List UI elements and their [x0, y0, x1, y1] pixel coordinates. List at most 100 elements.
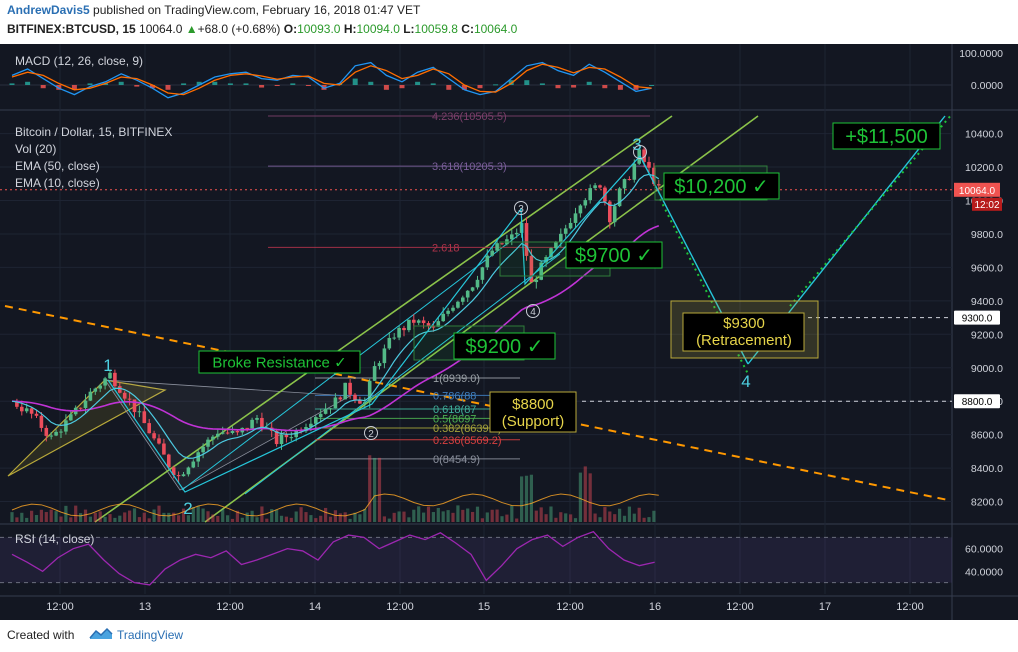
volume-bar: [279, 515, 284, 522]
volume-bar: [98, 511, 102, 522]
volume-bar: [446, 510, 450, 522]
candle-body: [78, 407, 83, 409]
volume-bar: [240, 517, 244, 522]
macd-histogram-bar: [243, 83, 249, 85]
volume-bar: [25, 517, 29, 522]
candle-body: [279, 434, 284, 445]
tradingview-link[interactable]: TradingView: [117, 628, 184, 642]
macd-title: MACD (12, 26, close, 9): [15, 54, 143, 68]
x-tick-label: 12:00: [726, 601, 754, 613]
macd-histogram-bar: [461, 85, 467, 90]
x-tick-label: 12:00: [216, 601, 244, 613]
volume-bar: [59, 516, 63, 522]
macd-histogram-bar: [9, 83, 15, 85]
retracement-box: [682, 312, 805, 352]
macd-histogram-bar: [71, 85, 77, 90]
candle-body: [137, 411, 142, 413]
volume-bar: [480, 518, 484, 522]
volume-bar: [284, 516, 288, 522]
volume-bar: [368, 455, 372, 522]
volume-bar: [211, 514, 215, 522]
high-value: 10094.0: [356, 22, 400, 36]
close-value: 10064.0: [473, 22, 518, 36]
volume-bar: [226, 515, 230, 522]
volume-bar: [245, 512, 249, 522]
countdown-badge-bg: [972, 197, 1002, 211]
low-label: L:: [403, 22, 415, 36]
macd-histogram-bar: [586, 81, 592, 85]
candle-body: [622, 179, 627, 189]
x-tick-label: 16: [649, 601, 661, 613]
volume-bar: [377, 457, 382, 522]
candle-body: [176, 475, 181, 477]
fib-level-label: 3.618(10205.3): [432, 161, 507, 173]
candle-body: [225, 432, 230, 434]
countdown-badge: 12:02: [974, 200, 999, 211]
volume-bar: [79, 513, 83, 522]
volume-bar: [348, 518, 352, 522]
volume-bar: [490, 509, 494, 522]
macd-histogram-bar: [118, 81, 124, 85]
high-label: H:: [343, 22, 357, 36]
annotation-box: [453, 332, 556, 360]
volume-bar: [520, 476, 524, 522]
macd-histogram-bar: [87, 83, 93, 85]
candle-body: [563, 228, 568, 234]
volume-bar: [510, 505, 514, 522]
candle-body: [627, 179, 632, 181]
annotation-label: $10,200 ✓: [674, 176, 769, 198]
volume-bar: [622, 515, 627, 522]
x-tick-label: 12:00: [46, 601, 74, 613]
macd-histogram-bar: [259, 85, 265, 88]
retracement-label: (Retracement): [696, 332, 792, 349]
volume-bar: [426, 506, 431, 522]
volume-bar: [201, 508, 205, 522]
volume-bar: [186, 515, 190, 522]
candle-body: [510, 234, 514, 240]
macd-line: [11, 61, 652, 99]
volume-bar: [627, 506, 631, 522]
macd-histogram-bar: [617, 85, 623, 90]
candle-body: [201, 446, 205, 453]
candle-body: [529, 255, 534, 283]
fib-level-label: 0.786(88: [433, 390, 476, 402]
volume-bar: [588, 473, 592, 522]
volume-bar: [422, 512, 426, 522]
chart-area[interactable]: 12:00 13 12:00 14 12:00 15 12:00 16 12:00 17 12:00…: [0, 44, 1018, 620]
macd-signal-line: [11, 63, 652, 96]
volume-bar: [324, 507, 328, 522]
candle-body: [593, 185, 597, 189]
candle-body: [255, 417, 259, 420]
candle-body: [167, 454, 171, 468]
symbol-line: BITFINEX:BTCUSD, 15 10064.0 ▲+68.0 (+0.6…: [7, 22, 517, 36]
macd-histogram-bar: [134, 85, 140, 87]
volume-bar: [412, 509, 416, 522]
fib-level-label: 0.5(8697: [433, 413, 476, 425]
candle-body: [98, 385, 102, 389]
candle-body: [441, 313, 445, 322]
candle-body: [323, 408, 328, 414]
volume-bar: [363, 508, 367, 522]
volume-bar: [15, 517, 19, 522]
wave-label: 2: [368, 429, 374, 440]
macd-histogram-bar: [25, 81, 31, 85]
candle-body: [436, 321, 441, 327]
candle-body: [230, 431, 235, 434]
y-tick-label: 8400.0: [971, 463, 1003, 475]
candle-body: [181, 474, 186, 477]
volume-bar: [333, 510, 337, 522]
wave-label: 1: [103, 356, 112, 375]
candle-body: [113, 372, 117, 387]
candle-body: [426, 323, 431, 327]
macd-histogram-bar: [477, 85, 483, 89]
author-link[interactable]: AndrewDavis5: [7, 3, 90, 17]
volume-bar: [402, 511, 406, 522]
wave-label-circle: [514, 201, 528, 215]
candle-body: [338, 397, 343, 400]
volume-bar: [93, 512, 97, 522]
chart-canvas[interactable]: 12:00 13 12:00 14 12:00 15 12:00 16 12:00 17 12:00…: [0, 44, 1018, 620]
volume-bar: [289, 517, 293, 522]
candle-body: [588, 188, 592, 201]
tradingview-logo-icon[interactable]: [88, 626, 114, 642]
candle-body: [69, 414, 73, 421]
